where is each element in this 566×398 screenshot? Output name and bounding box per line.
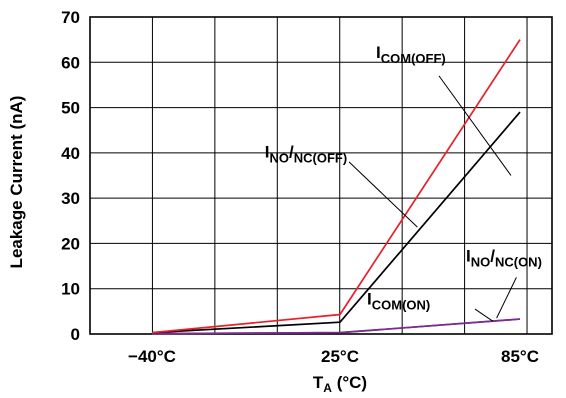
series-label-no-nc-off: INO/NC(OFF): [265, 142, 347, 165]
y-tick-label: 70: [61, 8, 80, 27]
series-label-slash: /: [289, 142, 294, 161]
series-label-com-on: ICOM(ON): [367, 290, 430, 313]
y-tick-labels: 0 10 20 30 40 50 60 70: [61, 8, 80, 344]
y-tick-label: 0: [71, 325, 80, 344]
y-tick-label: 40: [61, 144, 80, 163]
x-tick-label: 25°C: [321, 347, 359, 366]
annotation-leaders: [348, 75, 517, 322]
series-label-sub: COM(ON): [372, 298, 431, 313]
y-tick-label: 50: [61, 99, 80, 118]
leader-line-no-nc-off: [348, 161, 418, 228]
series-label-main: I: [466, 247, 471, 266]
x-tick-label: 85°C: [501, 347, 539, 366]
series-label-sub2: NC(OFF): [294, 150, 347, 165]
chart-grid: [90, 17, 552, 334]
x-tick-labels: −40°C 25°C 85°C: [128, 347, 539, 366]
series-line-com-off: [151, 39, 521, 334]
y-axis-title: Leakage Current (nA): [7, 96, 26, 269]
series-label-sub: NO: [270, 150, 290, 165]
plot-frame: [89, 16, 553, 335]
series-line-no-nc-on: [151, 318, 521, 335]
series-label-main: I: [265, 142, 270, 161]
y-tick-label: 60: [61, 53, 80, 72]
series-annotations: ICOM(OFF)INO/NC(OFF)INO/NC(ON)ICOM(ON): [265, 43, 542, 313]
x-axis-title-rest: (°C): [332, 373, 367, 392]
leader-line-com-off: [438, 75, 512, 176]
series-label-no-nc-on: INO/NC(ON): [466, 247, 542, 270]
leader-line-no-nc-on: [496, 277, 517, 319]
series-label-sub: NO: [471, 255, 491, 270]
series-label-main: I: [367, 290, 372, 309]
series-lines: [151, 39, 521, 335]
series-label-com-off: ICOM(OFF): [376, 43, 446, 66]
x-axis-title: TA (°C): [313, 373, 367, 395]
y-tick-label: 30: [61, 189, 80, 208]
series-label-sub: COM(OFF): [381, 51, 446, 66]
x-axis-title-main: T: [313, 373, 324, 392]
y-tick-label: 20: [61, 234, 80, 253]
x-axis-title-sub: A: [323, 381, 332, 395]
series-label-slash: /: [490, 247, 495, 266]
series-label-sub2: NC(ON): [495, 255, 542, 270]
series-line-no-nc-off: [151, 111, 521, 334]
y-tick-label: 10: [61, 280, 80, 299]
x-tick-label: −40°C: [128, 347, 176, 366]
series-label-main: I: [376, 43, 381, 62]
leader-line-com-on: [474, 308, 494, 322]
